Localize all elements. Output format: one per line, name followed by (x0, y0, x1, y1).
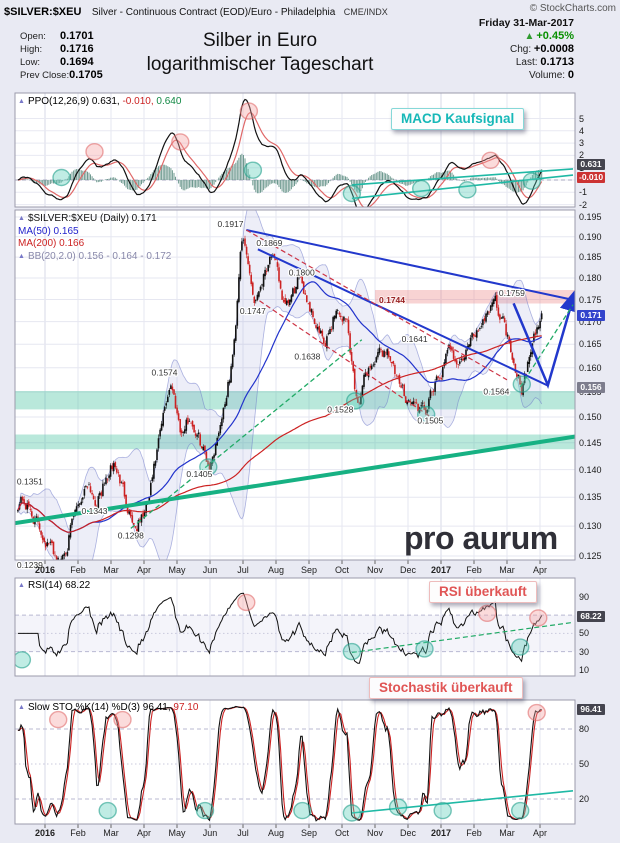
rsi-legend[interactable]: ▲ RSI(14) 68.22 (18, 580, 90, 593)
high-value: 0.1716 (60, 43, 94, 55)
macd-buy-signal-annotation: MACD Kaufsignal (391, 108, 525, 130)
ppo-hist-value: -0.010, (122, 96, 154, 107)
low-value: 0.1694 (60, 56, 94, 68)
price-label: 0.1505 (417, 416, 443, 426)
ppo-signal-value: 0.640 (156, 96, 182, 107)
chart-title-line2: logarithmischer Tageschart (146, 54, 374, 75)
indicator-icon: ▲ (18, 704, 25, 711)
ppo-legend[interactable]: ▲ PPO(12,26,9) 0.631, -0.010, 0.640 (18, 96, 181, 109)
price-label: 0.1574 (152, 368, 178, 378)
quote-prev-close: Prev Close:0.1705 (20, 69, 103, 81)
price-label: 0.1351 (17, 477, 43, 487)
price-label: 0.1343 (82, 506, 108, 516)
exchange: CME/INDX (343, 7, 388, 17)
ppo-value: 0.631, (91, 96, 120, 107)
up-triangle-icon: ▲ (524, 31, 535, 42)
last-value: 0.1713 (540, 56, 574, 68)
chg-value: +0.0008 (533, 43, 574, 55)
candlestick-icon: ▲ (18, 215, 25, 222)
percent-change: +0.45% (536, 30, 574, 42)
prev-close-label: Prev Close: (20, 70, 70, 81)
prev-close-value: 0.1705 (69, 69, 103, 81)
chart-date: Friday 31-Mar-2017 (478, 17, 574, 29)
stochastic-overbought-annotation: Stochastik überkauft (369, 677, 523, 699)
symbol-description: Silver - Continuous Contract (EOD)/Euro … (91, 7, 336, 18)
sto-d-value: 97.10 (173, 702, 199, 713)
last-label: Last: (515, 57, 538, 68)
price-legend-symbol: $SILVER:$XEU (Daily) 0.171 (27, 213, 157, 224)
top-bar: $SILVER:$XEU Silver - Continuous Contrac… (4, 2, 388, 20)
low-label: Low: (20, 57, 41, 68)
price-label: 0.1298 (118, 531, 144, 541)
chart-title-line1: Silber in Euro (202, 30, 318, 51)
rsi-overbought-annotation: RSI überkauft (429, 581, 537, 603)
quote-high: High: 0.1716 (20, 43, 94, 55)
quote-last: Last: 0.1713 (444, 56, 574, 68)
chg-label: Chg: (510, 44, 532, 55)
ppo-legend-name: PPO(12,26,9) (27, 96, 90, 107)
sto-legend-name: Slow STO %K(14) %D(3) (27, 702, 141, 713)
price-label: 0.1528 (327, 404, 353, 414)
open-label: Open: (20, 31, 46, 42)
price-label: 0.1747 (240, 306, 266, 316)
bollinger-icon: ▲ (18, 252, 25, 260)
price-label: 0.1641 (402, 334, 428, 344)
price-legend[interactable]: ▲ $SILVER:$XEU (Daily) 0.171 MA(50) 0.165… (18, 213, 171, 263)
high-label: High: (20, 44, 43, 55)
price-label: 0.1759 (499, 288, 525, 298)
price-label: 0.1638 (294, 352, 320, 362)
sto-legend[interactable]: ▲ Slow STO %K(14) %D(3) 96.41, 97.10 (18, 702, 198, 715)
sto-k-value: 96.41, (142, 702, 171, 713)
bb-legend: BB(20,2.0) 0.156 - 0.164 - 0.172 (27, 250, 172, 262)
volume-label: Volume: (528, 70, 566, 81)
rsi-legend-text: RSI(14) 68.22 (27, 580, 91, 591)
price-label: 0.1800 (289, 268, 315, 278)
symbol[interactable]: $SILVER:$XEU (4, 6, 82, 18)
open-value: 0.1701 (60, 30, 94, 42)
quote-low: Low: 0.1694 (20, 56, 94, 68)
quote-open: Open: 0.1701 (20, 30, 94, 42)
volume-value: 0 (567, 69, 574, 81)
quote-volume: Volume: 0 (444, 69, 574, 81)
quote-percent: ▲ +0.45% (444, 30, 574, 42)
quote-chg: Chg: +0.0008 (444, 43, 574, 55)
ma50-legend: MA(50) 0.165 (18, 225, 79, 237)
price-label: 0.1869 (256, 238, 282, 248)
pro-aurum-watermark: pro aurum (404, 520, 558, 556)
price-label: 0.1917 (218, 219, 244, 229)
resistance-level-label: 0.1744 (379, 295, 405, 305)
indicator-icon: ▲ (18, 582, 25, 589)
price-label: 0.1405 (186, 469, 212, 479)
price-label: 0.1564 (483, 387, 509, 397)
ma200-legend: MA(200) 0.166 (18, 238, 85, 249)
price-label: 0.1239 (17, 560, 43, 570)
indicator-icon: ▲ (18, 98, 25, 105)
copyright: © StockCharts.com (529, 3, 616, 14)
